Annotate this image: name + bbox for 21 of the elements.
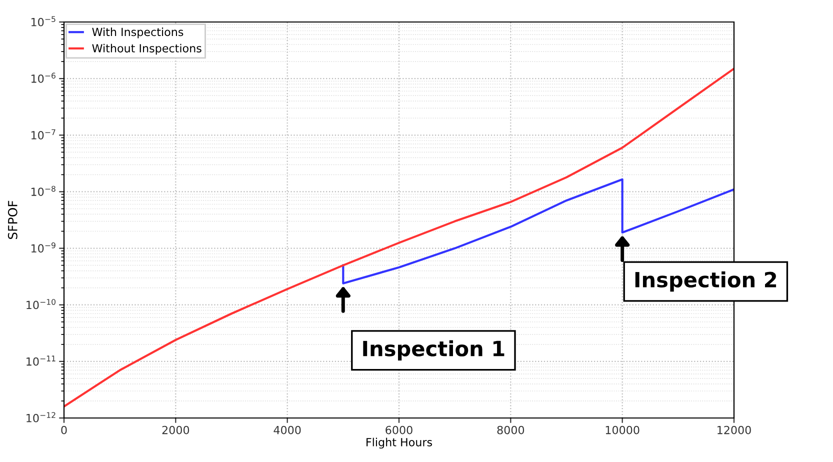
x-tick-label: 10000 <box>606 426 640 434</box>
x-tick-label: 4000 <box>274 426 301 434</box>
y-tick-label: 10$^{−7}$ <box>31 129 56 140</box>
y-axis-title: SFPOF <box>8 200 18 240</box>
y-tick-label: 10$^{−11}$ <box>26 356 56 366</box>
annotation: Inspection 2 <box>635 271 776 292</box>
x-axis-title: Flight Hours <box>366 438 432 449</box>
y-tick-label: 10$^{−6}$ <box>31 72 56 83</box>
y-tick-label: 10$^{−9}$ <box>31 242 56 253</box>
y-tick-label: 10$^{−12}$ <box>26 412 56 422</box>
x-tick-label: 6000 <box>386 426 412 434</box>
y-tick-label: 10$^{−5}$ <box>31 16 56 26</box>
y-tick-label: 10$^{−8}$ <box>31 186 56 196</box>
annotation: Inspection 1 <box>363 340 504 360</box>
x-tick-label: 12000 <box>718 426 751 434</box>
y-tick-label: 10$^{−10}$ <box>26 298 56 310</box>
x-tick-label: 2000 <box>162 426 190 434</box>
x-tick-label: 8000 <box>497 426 524 434</box>
x-tick-label: 0 <box>61 426 67 434</box>
legend-label: Without Inspections <box>92 44 202 55</box>
legend-label: With Inspections <box>92 28 184 38</box>
